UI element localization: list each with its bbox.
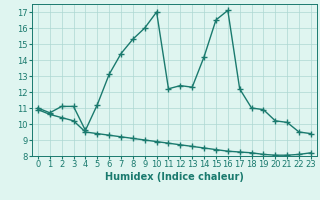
X-axis label: Humidex (Indice chaleur): Humidex (Indice chaleur): [105, 172, 244, 182]
